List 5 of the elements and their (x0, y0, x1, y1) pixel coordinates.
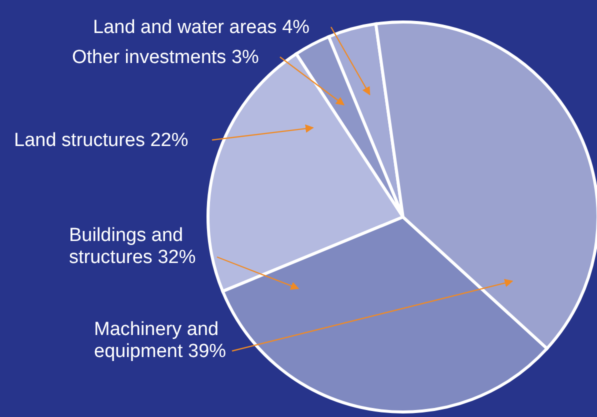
slice-label: Land structures 22% (14, 130, 188, 151)
slice-label: Land and water areas 4% (93, 17, 310, 38)
slice-label: Machinery and equipment 39% (94, 319, 226, 362)
slice-label: Buildings and structures 32% (69, 225, 196, 268)
slice-label: Other investments 3% (72, 47, 260, 68)
